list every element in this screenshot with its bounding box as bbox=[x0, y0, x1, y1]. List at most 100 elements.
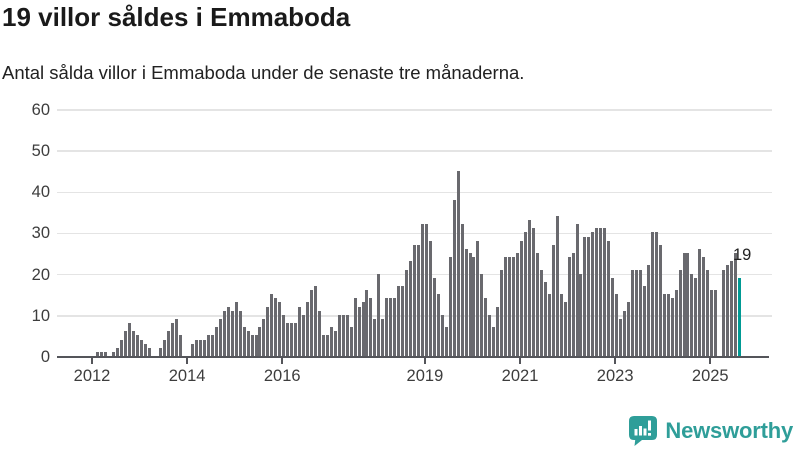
newsworthy-logo: Newsworthy bbox=[629, 415, 793, 447]
chart-subtitle: Antal sålda villor i Emmaboda under de s… bbox=[2, 62, 525, 83]
grid-line bbox=[57, 232, 772, 235]
bar bbox=[452, 199, 456, 356]
bar bbox=[163, 339, 167, 356]
bar bbox=[393, 298, 397, 356]
bar bbox=[611, 277, 615, 356]
bar bbox=[222, 310, 226, 356]
bar bbox=[480, 273, 484, 356]
highlight-bar bbox=[738, 277, 741, 356]
x-axis-tick bbox=[91, 358, 93, 364]
bar bbox=[710, 290, 714, 356]
y-axis-label: 20 bbox=[31, 265, 50, 284]
bar bbox=[484, 298, 488, 356]
bar bbox=[595, 228, 599, 356]
bar bbox=[353, 298, 357, 356]
bar bbox=[270, 294, 274, 356]
bar bbox=[199, 339, 203, 356]
bar bbox=[321, 335, 325, 356]
bar bbox=[460, 224, 464, 356]
bar bbox=[575, 224, 579, 356]
bar bbox=[706, 269, 710, 356]
bar bbox=[527, 220, 531, 356]
x-axis-label: 2023 bbox=[596, 367, 634, 385]
bar bbox=[603, 228, 607, 356]
bar bbox=[591, 232, 595, 356]
bar bbox=[361, 302, 365, 356]
bar bbox=[682, 253, 686, 356]
bar bbox=[373, 318, 377, 356]
bar bbox=[619, 318, 623, 356]
bar bbox=[413, 244, 417, 356]
bar bbox=[547, 294, 551, 356]
x-axis-tick bbox=[519, 358, 522, 364]
bar bbox=[440, 314, 444, 356]
x-axis-tick bbox=[614, 358, 617, 364]
y-axis-label: 30 bbox=[31, 224, 50, 243]
bar bbox=[210, 335, 214, 356]
bar bbox=[214, 327, 218, 356]
bar bbox=[329, 327, 333, 356]
bar bbox=[143, 343, 147, 356]
bar bbox=[290, 323, 294, 356]
bar bbox=[369, 298, 373, 356]
bar bbox=[631, 269, 634, 356]
bar bbox=[179, 335, 183, 356]
bar bbox=[123, 331, 127, 356]
bar bbox=[191, 343, 195, 356]
bar bbox=[246, 331, 250, 356]
bar bbox=[159, 347, 163, 356]
bar bbox=[563, 302, 567, 356]
bar bbox=[559, 294, 563, 356]
x-axis-tick bbox=[281, 358, 284, 364]
y-axis-label: 50 bbox=[31, 142, 50, 161]
bar bbox=[508, 257, 512, 356]
bar bbox=[206, 335, 210, 356]
bar bbox=[333, 331, 337, 356]
bar bbox=[254, 335, 258, 356]
y-axis-label: 40 bbox=[31, 183, 50, 202]
x-axis-line bbox=[57, 356, 769, 358]
bar bbox=[171, 323, 175, 356]
grid-line bbox=[57, 191, 772, 194]
bar bbox=[175, 318, 179, 356]
x-axis-label: 2019 bbox=[406, 367, 444, 385]
bar bbox=[448, 257, 452, 356]
x-axis-label: 2016 bbox=[263, 367, 301, 385]
bar bbox=[634, 269, 638, 356]
bar bbox=[627, 302, 631, 356]
bar bbox=[599, 228, 603, 356]
bar bbox=[714, 290, 718, 356]
bar bbox=[103, 351, 107, 356]
x-axis-tick bbox=[423, 358, 426, 364]
bar bbox=[702, 257, 706, 356]
bar bbox=[646, 265, 650, 356]
bar bbox=[341, 314, 345, 356]
bar bbox=[337, 314, 341, 356]
bar bbox=[686, 253, 690, 356]
bar bbox=[539, 269, 543, 356]
bar bbox=[127, 323, 131, 356]
bar bbox=[535, 253, 539, 356]
bar bbox=[274, 298, 278, 356]
bar bbox=[464, 248, 468, 356]
bar bbox=[583, 236, 587, 356]
bar bbox=[424, 224, 428, 356]
bar bbox=[674, 290, 678, 356]
bar bbox=[389, 298, 393, 356]
page-title: 19 villor såldes i Emmaboda bbox=[2, 2, 351, 32]
newsworthy-icon bbox=[629, 416, 658, 446]
bar bbox=[345, 314, 349, 356]
bar bbox=[401, 286, 405, 356]
bar bbox=[139, 339, 143, 356]
bar bbox=[571, 253, 575, 356]
bar bbox=[730, 261, 734, 356]
bar bbox=[250, 335, 254, 356]
bar bbox=[131, 331, 135, 356]
bar bbox=[642, 286, 646, 356]
bar bbox=[313, 286, 317, 356]
bar bbox=[385, 298, 389, 356]
newsworthy-wordmark: Newsworthy bbox=[665, 418, 793, 443]
bar bbox=[357, 306, 361, 356]
bar bbox=[476, 240, 480, 356]
